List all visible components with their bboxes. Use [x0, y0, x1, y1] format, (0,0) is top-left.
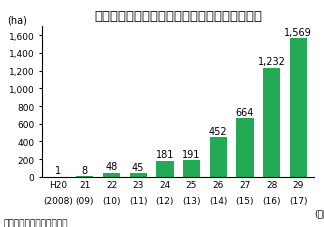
- Bar: [156, 161, 174, 177]
- Text: (17): (17): [289, 197, 307, 205]
- Bar: [76, 176, 94, 177]
- Bar: [130, 173, 147, 177]
- Text: 1,232: 1,232: [258, 57, 285, 67]
- Bar: [290, 39, 307, 177]
- Text: 664: 664: [236, 107, 254, 117]
- Bar: [210, 137, 227, 177]
- Text: (14): (14): [209, 197, 227, 205]
- Text: 45: 45: [132, 162, 145, 172]
- Bar: [236, 118, 254, 177]
- Text: (2008): (2008): [43, 197, 73, 205]
- Text: (12): (12): [156, 197, 174, 205]
- Text: 資料：林野庁業務課調べ。: 資料：林野庁業務課調べ。: [3, 218, 68, 227]
- Text: (ha): (ha): [7, 16, 27, 26]
- Text: 181: 181: [156, 150, 174, 160]
- Text: 191: 191: [182, 149, 201, 159]
- Title: 国有林野におけるコンテナ苗の植栽面積の推移: 国有林野におけるコンテナ苗の植栽面積の推移: [94, 10, 262, 23]
- Text: 452: 452: [209, 126, 227, 136]
- Text: (10): (10): [102, 197, 121, 205]
- Text: 1: 1: [55, 166, 61, 176]
- Text: 8: 8: [82, 165, 88, 175]
- Text: 1,569: 1,569: [284, 27, 312, 37]
- Text: (09): (09): [75, 197, 94, 205]
- Text: (年度): (年度): [314, 209, 324, 217]
- Text: (11): (11): [129, 197, 147, 205]
- Text: (15): (15): [236, 197, 254, 205]
- Bar: [263, 69, 280, 177]
- Text: (16): (16): [262, 197, 281, 205]
- Bar: [103, 173, 120, 177]
- Text: (13): (13): [182, 197, 201, 205]
- Text: 48: 48: [105, 162, 118, 172]
- Bar: [183, 160, 200, 177]
